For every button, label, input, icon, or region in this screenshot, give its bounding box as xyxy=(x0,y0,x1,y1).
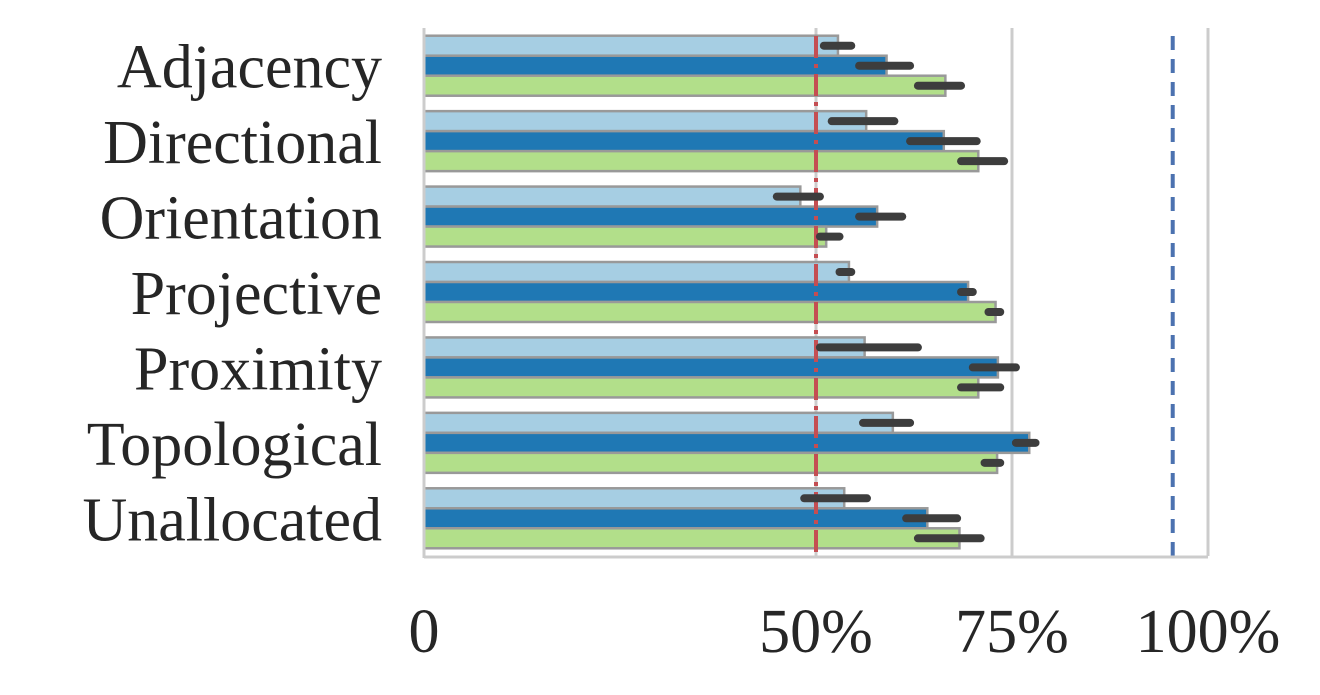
bar-proximity-series-3 xyxy=(422,376,980,399)
category-label-topological: Topological xyxy=(87,411,382,479)
bar-projective-series-2 xyxy=(422,280,970,304)
bar-topological-series-2 xyxy=(422,431,1031,455)
reference-lines xyxy=(814,36,1175,556)
bar-directional-series-3 xyxy=(422,149,980,173)
bar-adjacency-series-3 xyxy=(422,74,947,97)
bar-topological-series-3 xyxy=(422,451,999,475)
x-tick-label-0: 0 xyxy=(409,598,440,666)
bar-unallocated-series-3 xyxy=(422,527,961,550)
x-tick-label-100: 100% xyxy=(1136,598,1281,666)
category-label-projective: Projective xyxy=(131,260,382,328)
x-tick-labels: 0 50% 75% 100% xyxy=(409,598,1281,666)
bar-directional-series-2 xyxy=(422,129,946,153)
bars xyxy=(422,34,1031,550)
bar-topological-series-1 xyxy=(422,411,895,435)
bar-proximity-series-2 xyxy=(422,356,1000,379)
bar-directional-series-1 xyxy=(422,109,868,133)
bar-orientation-series-1 xyxy=(422,185,802,208)
x-tick-label-75: 75% xyxy=(955,598,1069,666)
category-label-unallocated: Unallocated xyxy=(82,486,382,554)
bar-orientation-series-2 xyxy=(422,205,879,228)
error-bars xyxy=(772,41,1040,543)
axes xyxy=(422,28,1208,559)
category-label-proximity: Proximity xyxy=(134,335,382,403)
x-tick-label-50: 50% xyxy=(759,598,873,666)
bar-adjacency-series-1 xyxy=(422,34,840,57)
bar-proximity-series-1 xyxy=(422,336,866,359)
category-label-adjacency: Adjacency xyxy=(117,34,382,102)
category-labels: Adjacency Directional Orientation Projectiv… xyxy=(82,34,382,555)
bar-unallocated-series-1 xyxy=(422,487,846,510)
bar-projective-series-3 xyxy=(422,300,997,324)
bar-projective-series-1 xyxy=(422,260,851,284)
category-label-orientation: Orientation xyxy=(100,185,382,253)
bar-orientation-series-3 xyxy=(422,225,828,248)
bar-unallocated-series-2 xyxy=(422,507,929,530)
category-label-directional: Directional xyxy=(103,109,382,177)
